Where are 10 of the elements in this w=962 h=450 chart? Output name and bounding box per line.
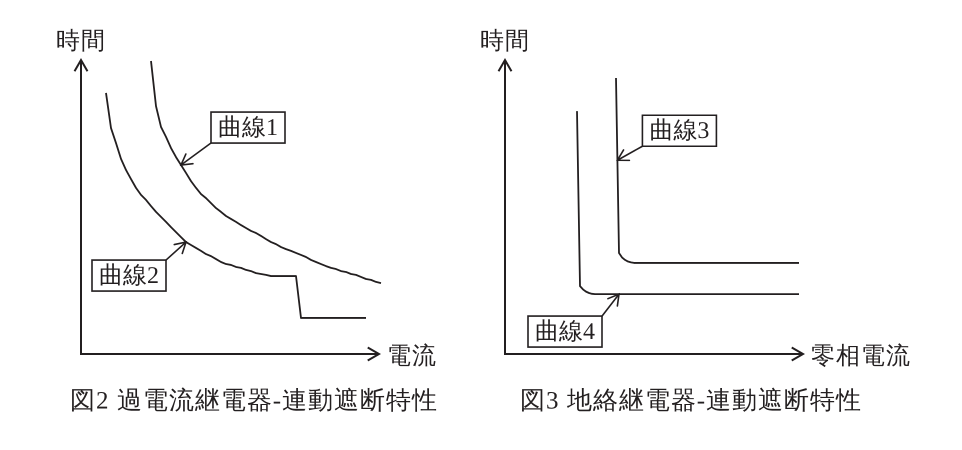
x-axis-title: 電流 xyxy=(387,342,437,370)
text: 図3 地絡継電器-連動遮断特性 xyxy=(520,386,862,415)
y-axis-title: 時間 xyxy=(56,28,106,54)
y-axis-title: 時間 xyxy=(480,28,530,54)
series-label: 曲線3 xyxy=(649,118,710,144)
text: 図2 過電流継電器-連動遮断特性 xyxy=(70,386,438,415)
legend-label: 曲線4 xyxy=(535,318,595,345)
series-label: 曲線1 xyxy=(218,114,278,141)
x-axis-title: 零相電流 xyxy=(811,342,911,370)
legend-label: 曲線2 xyxy=(99,262,159,289)
